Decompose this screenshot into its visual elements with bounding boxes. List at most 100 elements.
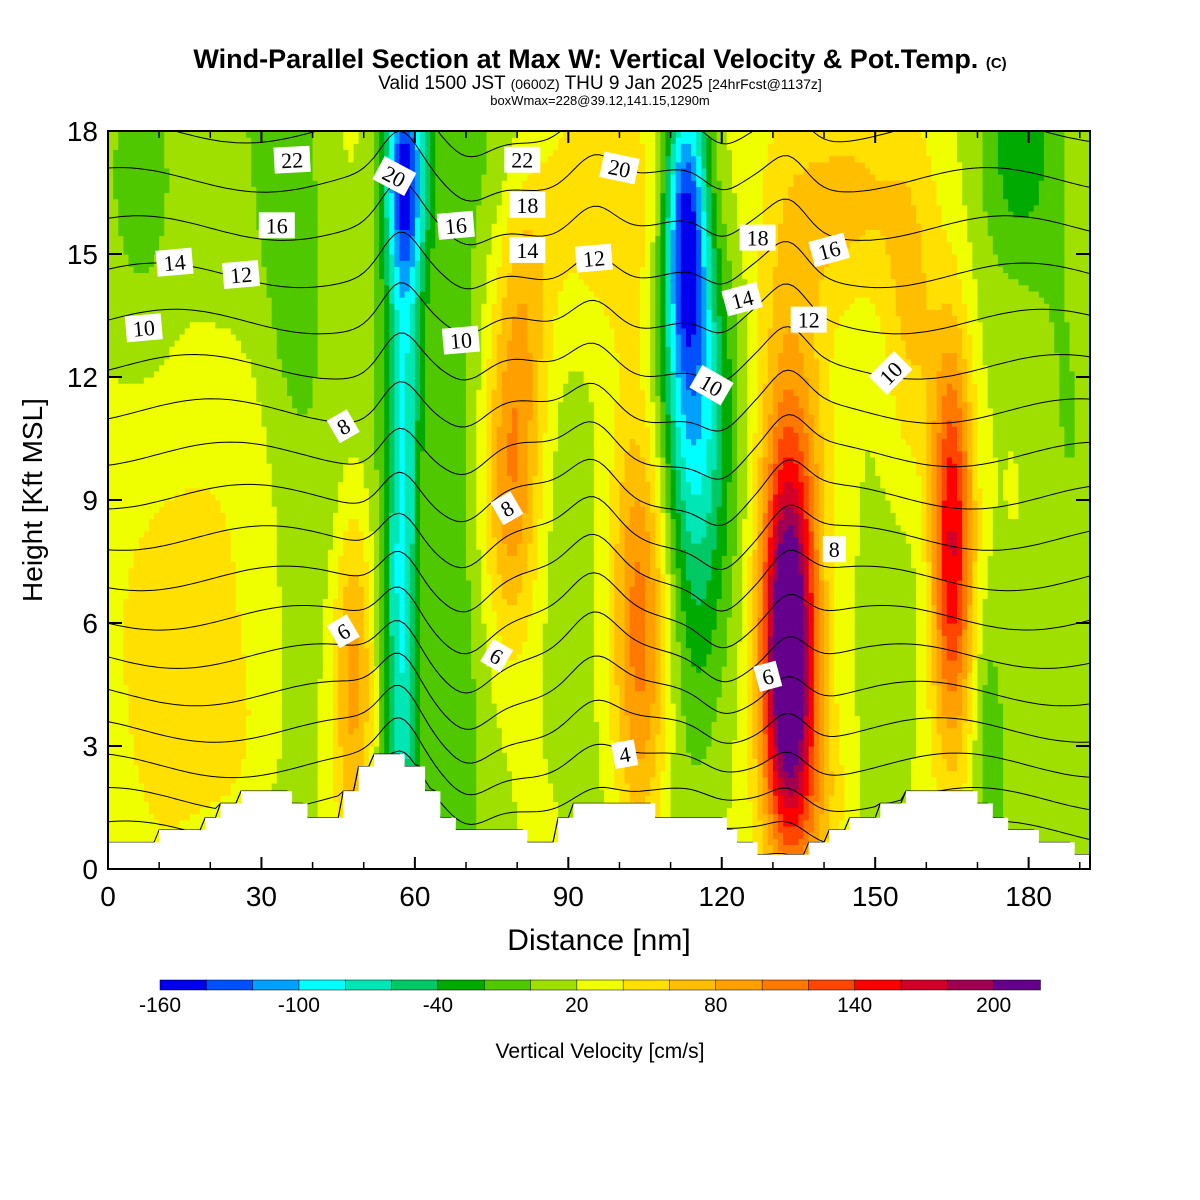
- velocity-cell: [190, 334, 196, 341]
- velocity-cell: [282, 439, 288, 446]
- velocity-cell: [144, 586, 150, 593]
- velocity-cell: [231, 752, 237, 759]
- velocity-cell: [154, 346, 160, 353]
- velocity-cell: [149, 623, 155, 630]
- velocity-cell: [200, 199, 206, 206]
- velocity-cell: [302, 285, 308, 292]
- velocity-cell: [282, 611, 288, 618]
- velocity-cell: [139, 199, 145, 206]
- velocity-cell: [256, 408, 262, 415]
- velocity-cell: [169, 377, 175, 384]
- velocity-cell: [272, 752, 278, 759]
- velocity-cell: [144, 740, 150, 747]
- velocity-cell: [302, 217, 308, 224]
- velocity-cell: [195, 715, 201, 722]
- velocity-cell: [221, 721, 227, 728]
- velocity-cell: [287, 352, 293, 359]
- velocity-cell: [123, 678, 129, 685]
- velocity-cell: [241, 537, 247, 544]
- velocity-cell: [139, 395, 145, 402]
- velocity-cell: [200, 709, 206, 716]
- velocity-cell: [231, 420, 237, 427]
- velocity-cell: [236, 648, 242, 655]
- velocity-cell: [226, 611, 232, 618]
- velocity-cell: [169, 475, 175, 482]
- velocity-cell: [241, 494, 247, 501]
- velocity-cell: [210, 131, 216, 138]
- velocity-cell: [180, 592, 186, 599]
- velocity-cell: [144, 475, 150, 482]
- velocity-cell: [267, 285, 273, 292]
- velocity-cell: [180, 211, 186, 218]
- velocity-cell: [236, 432, 242, 439]
- velocity-cell: [174, 666, 180, 673]
- velocity-cell: [292, 254, 298, 261]
- velocity-cell: [159, 617, 165, 624]
- velocity-cell: [246, 168, 252, 175]
- velocity-cell: [313, 506, 319, 513]
- velocity-cell: [287, 174, 293, 181]
- velocity-cell: [200, 777, 206, 784]
- velocity-cell: [195, 174, 201, 181]
- velocity-cell: [267, 131, 273, 138]
- velocity-cell: [307, 402, 313, 409]
- velocity-cell: [185, 654, 191, 661]
- velocity-cell: [159, 580, 165, 587]
- velocity-cell: [123, 562, 129, 569]
- velocity-cell: [272, 432, 278, 439]
- velocity-cell: [313, 734, 319, 741]
- velocity-cell: [159, 432, 165, 439]
- velocity-cell: [226, 217, 232, 224]
- velocity-cell: [205, 451, 211, 458]
- velocity-cell: [302, 199, 308, 206]
- velocity-cell: [297, 463, 303, 470]
- velocity-cell: [241, 678, 247, 685]
- velocity-cell: [236, 728, 242, 735]
- velocity-cell: [297, 186, 303, 193]
- velocity-cell: [185, 697, 191, 704]
- velocity-cell: [180, 820, 186, 827]
- velocity-cell: [205, 555, 211, 562]
- velocity-cell: [282, 574, 288, 581]
- velocity-cell: [297, 666, 303, 673]
- velocity-cell: [215, 285, 221, 292]
- velocity-cell: [277, 734, 283, 741]
- velocity-cell: [282, 758, 288, 765]
- velocity-cell: [128, 592, 134, 599]
- velocity-cell: [185, 592, 191, 599]
- velocity-cell: [149, 469, 155, 476]
- velocity-cell: [221, 316, 227, 323]
- velocity-cell: [159, 482, 165, 489]
- velocity-cell: [313, 740, 319, 747]
- velocity-cell: [318, 685, 324, 692]
- velocity-cell: [307, 697, 313, 704]
- velocity-cell: [313, 439, 319, 446]
- velocity-cell: [118, 365, 124, 372]
- velocity-cell: [134, 703, 140, 710]
- velocity-cell: [297, 586, 303, 593]
- velocity-cell: [282, 715, 288, 722]
- velocity-cell: [164, 193, 170, 200]
- velocity-cell: [190, 488, 196, 495]
- velocity-cell: [113, 402, 119, 409]
- velocity-cell: [174, 617, 180, 624]
- velocity-cell: [144, 549, 150, 556]
- velocity-cell: [292, 531, 298, 538]
- velocity-cell: [118, 475, 124, 482]
- velocity-cell: [200, 691, 206, 698]
- velocity-cell: [282, 617, 288, 624]
- velocity-cell: [277, 395, 283, 402]
- velocity-cell: [139, 703, 145, 710]
- velocity-cell: [297, 783, 303, 790]
- velocity-cell: [261, 168, 267, 175]
- velocity-cell: [226, 205, 232, 212]
- velocity-cell: [231, 174, 237, 181]
- velocity-cell: [241, 297, 247, 304]
- velocity-cell: [210, 205, 216, 212]
- velocity-cell: [256, 463, 262, 470]
- velocity-cell: [287, 777, 293, 784]
- velocity-cell: [169, 131, 175, 138]
- velocity-cell: [215, 537, 221, 544]
- velocity-cell: [180, 371, 186, 378]
- velocity-cell: [251, 635, 257, 642]
